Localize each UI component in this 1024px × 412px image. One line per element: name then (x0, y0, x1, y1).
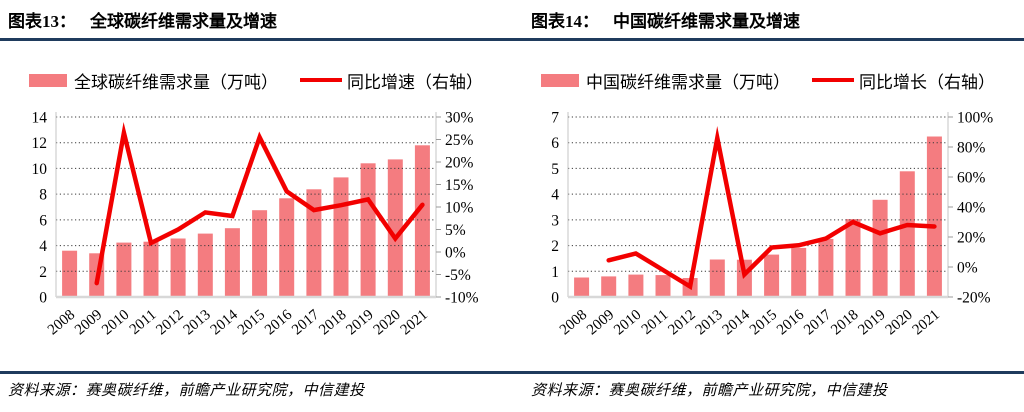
svg-text:0: 0 (39, 290, 47, 307)
svg-text:2014: 2014 (208, 306, 242, 338)
bar-series-swatch-icon (29, 73, 67, 87)
svg-text:-20%: -20% (957, 290, 991, 307)
svg-text:0%: 0% (957, 260, 978, 277)
svg-text:2013: 2013 (181, 307, 214, 339)
legend-china: 中国碳纤维需求量（万吨） 同比增长（右轴） (512, 69, 1024, 92)
svg-text:6: 6 (551, 135, 559, 152)
figure-title-text: 全球碳纤维需求量及增速 (90, 12, 277, 31)
figure-title-china: 图表14： 中国碳纤维需求量及增速 (531, 11, 1016, 33)
svg-text:4: 4 (39, 238, 47, 255)
figure-label: 图表13： (8, 12, 76, 31)
svg-text:2013: 2013 (693, 307, 726, 339)
svg-text:20%: 20% (957, 230, 986, 247)
svg-text:8: 8 (39, 187, 47, 204)
svg-text:2010: 2010 (611, 307, 644, 339)
svg-text:1: 1 (551, 264, 559, 281)
footer-divider-rule (0, 371, 1024, 374)
svg-text:2008: 2008 (557, 307, 590, 339)
line-series-swatch-icon (300, 77, 342, 83)
svg-text:-5%: -5% (445, 267, 471, 284)
svg-text:2016: 2016 (262, 306, 296, 338)
svg-text:2012: 2012 (665, 307, 698, 339)
source-note-global: 资料来源：赛奥碳纤维，前瞻产业研究院，中信建投 (8, 383, 365, 399)
bar-series-label: 全球碳纤维需求量（万吨） (74, 72, 278, 92)
svg-text:2021: 2021 (910, 307, 943, 339)
svg-text:30%: 30% (445, 110, 474, 127)
svg-text:100%: 100% (957, 110, 993, 127)
svg-text:2021: 2021 (398, 307, 431, 339)
svg-text:0: 0 (551, 290, 559, 307)
svg-text:12: 12 (32, 135, 48, 152)
svg-text:2: 2 (551, 238, 559, 255)
svg-text:0%: 0% (445, 245, 466, 262)
svg-text:80%: 80% (957, 140, 986, 157)
svg-text:7: 7 (551, 110, 559, 127)
figure-title-text: 中国碳纤维需求量及增速 (613, 12, 800, 31)
svg-text:2015: 2015 (747, 307, 780, 339)
svg-text:60%: 60% (957, 170, 986, 187)
title-divider-rule (0, 38, 1024, 41)
bar-series-label: 中国碳纤维需求量（万吨） (586, 72, 790, 92)
svg-text:5%: 5% (445, 222, 466, 239)
source-note-china: 资料来源：赛奥碳纤维，前瞻产业研究院，中信建投 (531, 383, 888, 399)
svg-text:20%: 20% (445, 155, 474, 172)
china-demand-chart: 01234567-20%0%20%40%60%80%100%2008200920… (551, 110, 993, 339)
svg-text:2009: 2009 (584, 307, 617, 339)
svg-text:2019: 2019 (855, 307, 888, 339)
svg-text:4: 4 (551, 187, 559, 204)
svg-text:2010: 2010 (99, 307, 132, 339)
svg-text:2012: 2012 (153, 307, 186, 339)
line-series-swatch-icon (812, 77, 854, 83)
svg-text:2017: 2017 (801, 306, 835, 338)
svg-text:2014: 2014 (720, 306, 754, 338)
svg-text:2018: 2018 (316, 307, 349, 339)
china-demand-panel: 图表14： 中国碳纤维需求量及增速 中国碳纤维需求量（万吨） 同比增长（右轴） 0… (512, 0, 1024, 412)
svg-text:3: 3 (551, 212, 559, 229)
svg-text:2020: 2020 (371, 307, 404, 339)
bar-series-swatch-icon (541, 73, 579, 87)
svg-text:-10%: -10% (445, 290, 479, 307)
svg-text:2015: 2015 (235, 307, 268, 339)
global-demand-panel: 图表13： 全球碳纤维需求量及增速 全球碳纤维需求量（万吨） 同比增速（右轴） 0… (0, 11, 512, 399)
svg-text:10%: 10% (445, 200, 474, 217)
svg-text:40%: 40% (957, 200, 986, 217)
line-series-label: 同比增长（右轴） (859, 72, 995, 92)
svg-text:2019: 2019 (343, 307, 376, 339)
global-demand-chart: 0 2 4 6 8 10 12 14 -10% -5% 0% 5% 10% 15% 20% 25% 30% 200… (32, 110, 479, 339)
svg-text:14: 14 (32, 110, 48, 127)
svg-text:2011: 2011 (127, 307, 160, 338)
svg-text:6: 6 (39, 212, 47, 229)
svg-text:2017: 2017 (289, 306, 323, 338)
svg-text:2008: 2008 (45, 307, 78, 339)
svg-text:5: 5 (551, 161, 559, 178)
svg-text:2011: 2011 (639, 307, 672, 338)
svg-text:25%: 25% (445, 132, 474, 149)
svg-text:15%: 15% (445, 177, 474, 194)
svg-text:2018: 2018 (828, 307, 861, 339)
line-series-label: 同比增速（右轴） (347, 72, 483, 92)
svg-text:2009: 2009 (72, 307, 105, 339)
legend-global: 全球碳纤维需求量（万吨） 同比增速（右轴） (0, 69, 512, 92)
svg-text:2020: 2020 (883, 307, 916, 339)
figure-label: 图表14： (531, 12, 599, 31)
svg-text:10: 10 (32, 161, 48, 178)
svg-text:2: 2 (39, 264, 47, 281)
svg-text:2016: 2016 (774, 306, 808, 338)
figure-title-global: 图表13： 全球碳纤维需求量及增速 (8, 11, 504, 33)
